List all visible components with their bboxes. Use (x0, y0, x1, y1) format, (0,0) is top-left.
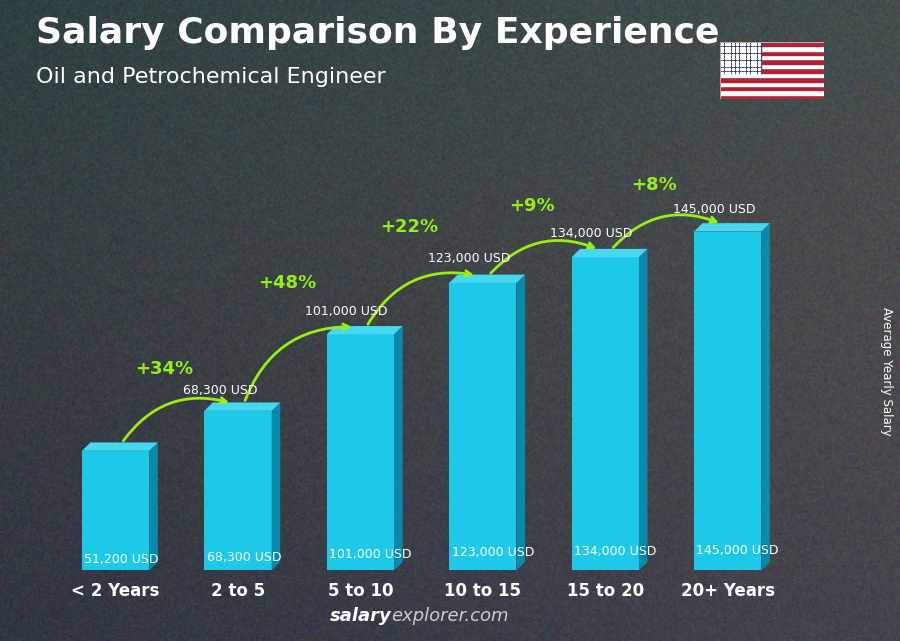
Bar (449, 283, 517, 570)
Text: 134,000 USD: 134,000 USD (574, 545, 656, 558)
Text: +9%: +9% (509, 197, 554, 215)
Polygon shape (272, 403, 280, 570)
Text: salary: salary (329, 607, 392, 625)
Polygon shape (517, 274, 525, 570)
Bar (720, 72, 824, 77)
Bar (720, 46, 824, 51)
Polygon shape (327, 326, 402, 335)
Bar (720, 77, 824, 81)
Bar (720, 64, 824, 69)
Text: +48%: +48% (257, 274, 316, 292)
Text: 68,300 USD: 68,300 USD (183, 384, 257, 397)
Text: 68,300 USD: 68,300 USD (207, 551, 282, 564)
Bar (327, 335, 394, 570)
Text: Salary Comparison By Experience: Salary Comparison By Experience (36, 16, 719, 50)
Polygon shape (761, 223, 770, 570)
Polygon shape (639, 249, 647, 570)
Text: Oil and Petrochemical Engineer: Oil and Petrochemical Engineer (36, 67, 386, 87)
Bar (82, 451, 149, 570)
Polygon shape (204, 403, 280, 411)
Bar (720, 81, 824, 86)
Text: 51,200 USD: 51,200 USD (85, 553, 159, 566)
Bar (720, 69, 824, 72)
Polygon shape (394, 326, 402, 570)
Text: 145,000 USD: 145,000 USD (697, 544, 778, 557)
Polygon shape (694, 223, 770, 231)
Text: 123,000 USD: 123,000 USD (428, 252, 510, 265)
Text: +34%: +34% (136, 360, 194, 378)
Bar (720, 60, 824, 64)
Bar (720, 90, 824, 95)
Bar (694, 231, 761, 570)
Bar (720, 42, 761, 72)
Polygon shape (572, 249, 647, 257)
Polygon shape (449, 274, 525, 283)
Text: 101,000 USD: 101,000 USD (329, 548, 411, 561)
Bar (720, 95, 824, 99)
Bar (720, 86, 824, 90)
Text: Average Yearly Salary: Average Yearly Salary (880, 308, 893, 436)
Bar (720, 42, 824, 46)
Text: explorer.com: explorer.com (392, 607, 509, 625)
Text: 134,000 USD: 134,000 USD (550, 228, 633, 240)
Bar (720, 51, 824, 55)
Text: +8%: +8% (631, 176, 677, 194)
Text: 145,000 USD: 145,000 USD (672, 203, 755, 216)
Polygon shape (149, 442, 158, 570)
Bar (204, 411, 272, 570)
Polygon shape (82, 442, 158, 451)
Text: 123,000 USD: 123,000 USD (452, 546, 534, 559)
Text: 101,000 USD: 101,000 USD (305, 304, 388, 317)
Text: +22%: +22% (381, 218, 438, 236)
Bar (720, 55, 824, 60)
Bar (572, 257, 639, 570)
